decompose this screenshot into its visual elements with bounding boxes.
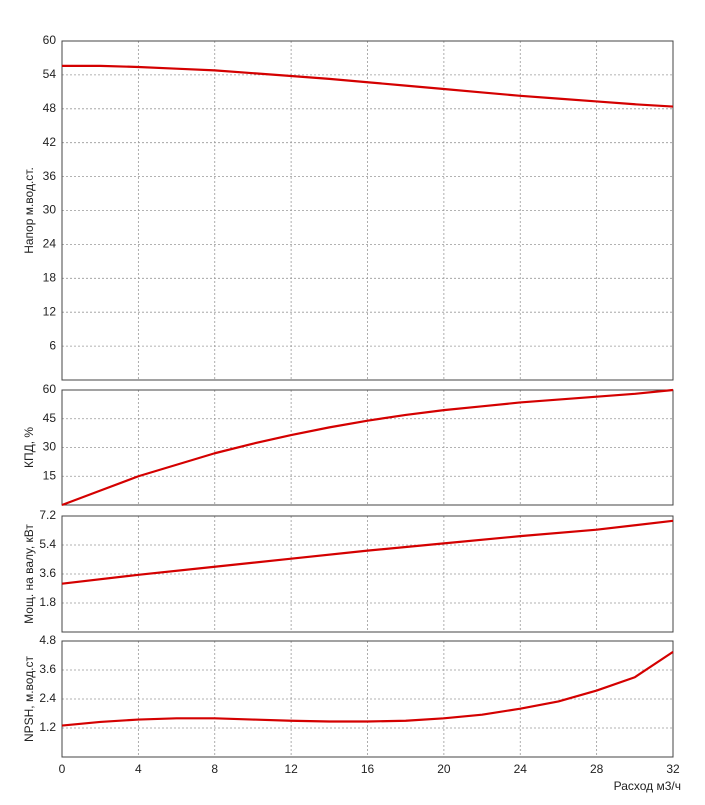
y-axis-label: КПД, %: [22, 427, 36, 468]
plot-frame: [61, 515, 674, 633]
y-tick-label: 36: [43, 169, 57, 183]
x-tick-label: 16: [361, 762, 375, 776]
y-tick-label: 30: [43, 203, 57, 217]
y-tick-label: 18: [43, 270, 57, 284]
x-tick-label: 20: [437, 762, 451, 776]
curve: [61, 388, 674, 507]
y-tick-label: 48: [43, 101, 57, 115]
y-tick-label: 42: [43, 135, 57, 149]
y-tick-label: 6: [49, 338, 56, 352]
y-axis-label: Мощ. на валу, кВт: [22, 524, 36, 624]
y-tick-label: 1.2: [39, 720, 56, 734]
x-tick-label: 24: [514, 762, 528, 776]
y-axis-label: NPSH, м.вод.ст: [22, 655, 36, 742]
x-axis-label: Расход м3/ч: [614, 779, 681, 793]
y-axis-label: Напор м.вод.ст.: [22, 167, 36, 254]
y-tick-label: 60: [43, 33, 57, 47]
y-tick-label: 12: [43, 304, 57, 318]
y-tick-label: 30: [43, 440, 57, 454]
plot-frame: [61, 389, 674, 506]
x-tick-label: 4: [135, 762, 142, 776]
plot-frame: [61, 640, 674, 758]
y-tick-label: 1.8: [39, 595, 56, 609]
y-tick-label: 2.4: [39, 691, 56, 705]
y-tick-label: 5.4: [39, 537, 56, 551]
x-tick-label: 0: [59, 762, 66, 776]
y-tick-label: 4.8: [39, 633, 56, 647]
y-tick-label: 24: [43, 237, 57, 251]
y-tick-label: 15: [43, 468, 57, 482]
y-tick-label: 60: [43, 382, 57, 396]
x-tick-label: 8: [211, 762, 218, 776]
curve: [61, 519, 674, 585]
x-tick-label: 32: [666, 762, 680, 776]
y-tick-label: 3.6: [39, 566, 56, 580]
x-tick-label: 12: [284, 762, 298, 776]
x-tick-label: 28: [590, 762, 604, 776]
curve: [62, 64, 674, 108]
y-tick-label: 45: [43, 411, 57, 425]
y-tick-label: 54: [43, 67, 57, 81]
plot-frame: [61, 40, 674, 381]
y-tick-label: 3.6: [39, 662, 56, 676]
y-tick-label: 7.2: [39, 508, 56, 522]
curve: [61, 650, 674, 727]
